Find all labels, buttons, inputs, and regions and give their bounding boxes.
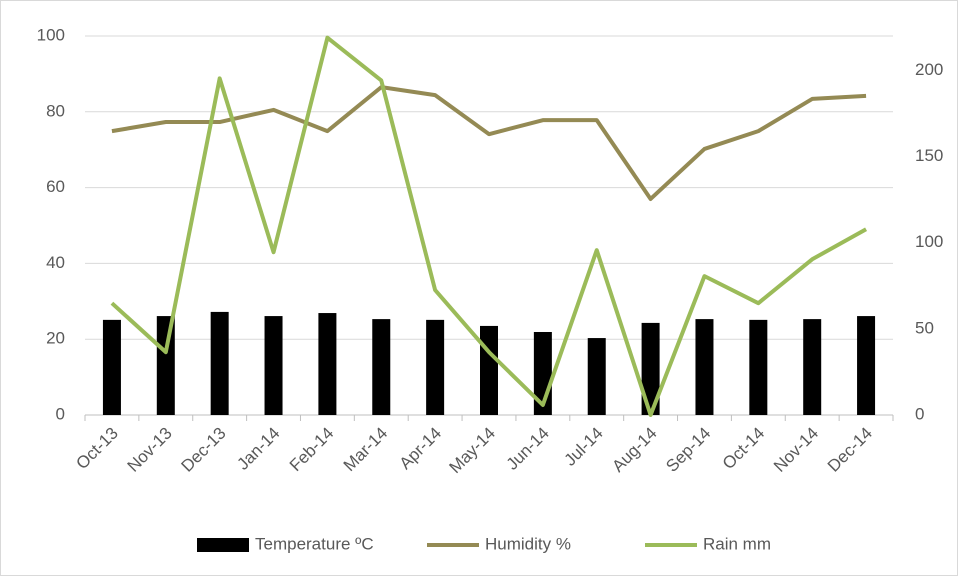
bar bbox=[372, 319, 391, 415]
y-tick-label: 100 bbox=[37, 25, 65, 44]
bar bbox=[426, 319, 445, 415]
bar bbox=[857, 316, 876, 415]
y2-tick-label: 50 bbox=[915, 318, 934, 337]
y-tick-label: 60 bbox=[46, 177, 65, 196]
bar bbox=[587, 338, 606, 415]
bar bbox=[156, 316, 175, 415]
bar bbox=[210, 311, 229, 415]
bar bbox=[480, 325, 498, 415]
line bbox=[110, 35, 868, 417]
y-tick-label: 80 bbox=[46, 101, 65, 120]
bar bbox=[695, 319, 714, 415]
bar bbox=[102, 319, 121, 415]
y2-tick-label: 100 bbox=[915, 232, 943, 251]
legend-swatch bbox=[197, 538, 249, 552]
y-tick-label: 20 bbox=[46, 329, 65, 348]
bar bbox=[803, 319, 822, 415]
y-tick-label: 40 bbox=[46, 253, 65, 272]
legend-label: Temperature ºC bbox=[255, 534, 374, 553]
line bbox=[111, 85, 867, 201]
y-tick-label: 0 bbox=[56, 404, 65, 423]
bar bbox=[749, 319, 768, 415]
bar bbox=[318, 313, 337, 415]
legend-label: Humidity % bbox=[485, 534, 571, 553]
legend-label: Rain mm bbox=[703, 534, 771, 553]
bar bbox=[641, 322, 660, 415]
bar bbox=[264, 316, 283, 415]
y2-tick-label: 0 bbox=[915, 404, 924, 423]
y2-tick-label: 150 bbox=[915, 146, 943, 165]
y2-tick-label: 200 bbox=[915, 60, 943, 79]
